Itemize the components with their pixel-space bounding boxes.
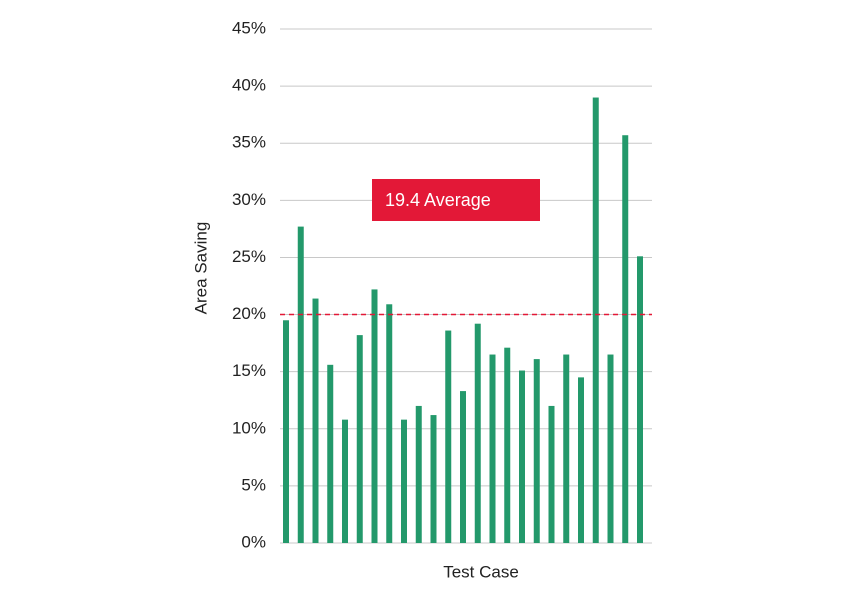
- bar: [504, 347, 511, 543]
- y-tick-label: 20%: [232, 304, 266, 323]
- y-tick-label: 15%: [232, 361, 266, 380]
- bar: [445, 330, 452, 543]
- y-tick-label: 30%: [232, 190, 266, 209]
- bar: [371, 289, 378, 543]
- bar: [430, 415, 437, 543]
- bar: [474, 323, 481, 543]
- bar: [607, 354, 614, 543]
- y-tick-label: 25%: [232, 247, 266, 266]
- bar: [297, 226, 304, 544]
- bar: [548, 405, 555, 543]
- bar: [327, 364, 334, 543]
- y-tick-label: 45%: [232, 18, 266, 37]
- y-tick-label: 5%: [241, 475, 266, 494]
- bar: [460, 391, 466, 543]
- annotation-text: 19.4 Average: [385, 190, 491, 210]
- y-tick-label: 10%: [232, 418, 266, 437]
- bar: [342, 419, 348, 543]
- bar: [401, 419, 407, 543]
- bar: [356, 335, 363, 543]
- bar: [637, 256, 643, 543]
- y-tick-label: 35%: [232, 133, 266, 152]
- annotation-box: [372, 179, 540, 221]
- bar: [489, 354, 496, 543]
- bar: [563, 354, 570, 543]
- y-tick-label: 40%: [232, 76, 266, 95]
- bar: [533, 359, 540, 543]
- y-tick-label: 0%: [241, 532, 266, 551]
- bar: [386, 304, 393, 543]
- bar: [578, 377, 584, 543]
- bar: [312, 298, 319, 543]
- bar: [592, 97, 599, 544]
- bar: [622, 135, 629, 543]
- x-axis-label: Test Case: [443, 562, 519, 581]
- bar: [283, 320, 289, 543]
- y-axis-label: Area Saving: [191, 222, 210, 315]
- bar: [415, 405, 422, 543]
- bar: [519, 370, 525, 543]
